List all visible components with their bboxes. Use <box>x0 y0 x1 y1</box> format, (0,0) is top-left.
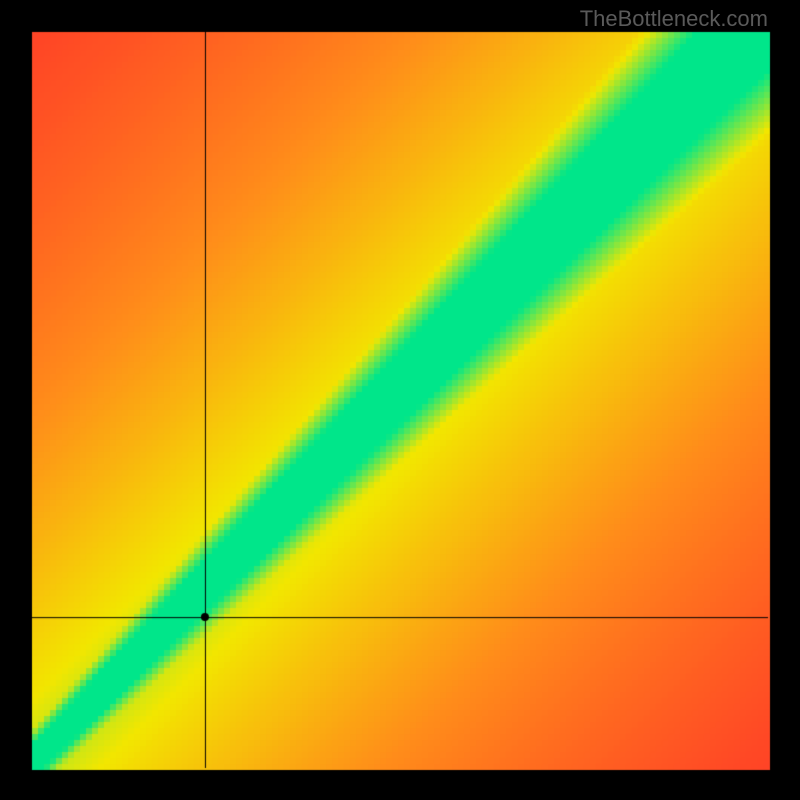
watermark-text: TheBottleneck.com <box>580 6 768 32</box>
bottleneck-heatmap-canvas <box>0 0 800 800</box>
bottleneck-heatmap-frame: TheBottleneck.com <box>0 0 800 800</box>
